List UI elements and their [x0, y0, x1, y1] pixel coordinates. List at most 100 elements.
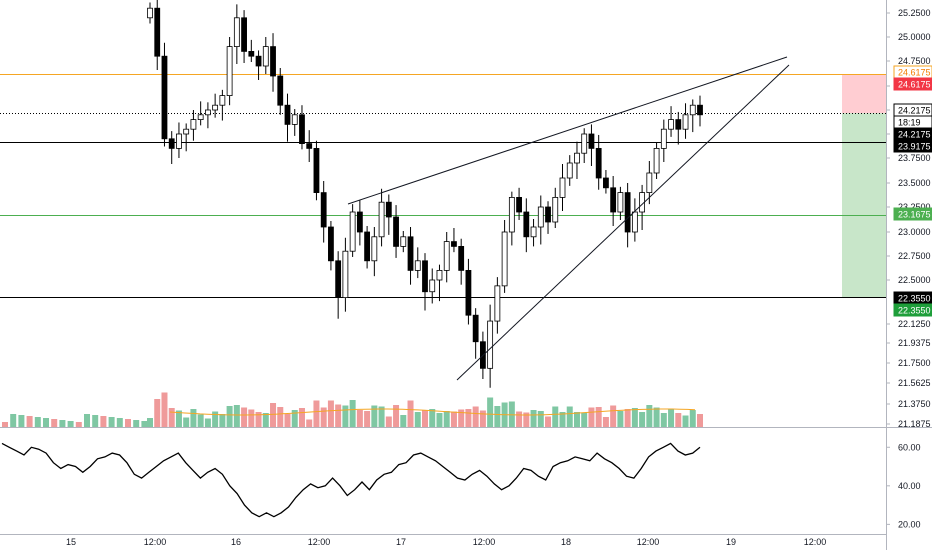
candle-body [574, 152, 580, 164]
volume-bar [255, 412, 262, 427]
volume-bar [190, 409, 197, 427]
candle-body [306, 143, 313, 149]
volume-bars [2, 392, 703, 427]
volume-bar [646, 405, 653, 427]
candle-body [262, 46, 269, 67]
candle-body [320, 192, 327, 228]
candle-body [212, 104, 219, 111]
candle-body [436, 269, 443, 281]
candle-body [407, 236, 414, 271]
price-tick-label: 25.0000 [898, 32, 931, 42]
candle-body [400, 236, 407, 247]
volume-bar [631, 408, 638, 427]
price-tick-label: 22.7500 [898, 251, 931, 261]
volume-bar [92, 415, 99, 427]
price-tick-label: 21.5625 [898, 378, 931, 388]
candle-body [530, 226, 537, 238]
volume-bar [18, 415, 25, 427]
volume-bar [26, 416, 33, 427]
volume-bar [422, 410, 428, 427]
candle-body [516, 196, 522, 213]
candle-body [371, 236, 378, 262]
volume-bar [141, 421, 148, 427]
volume-bar [327, 400, 334, 427]
candle-body [624, 192, 631, 233]
price-tick-label: 23.2500 [898, 202, 931, 212]
time-axis[interactable]: 15 12:00 16 12:00 17 12:00 18 12:00 19 12:00 [66, 537, 826, 547]
candle-body [183, 128, 190, 135]
time-tick-label: 18 [561, 537, 571, 547]
target-zone [842, 113, 886, 298]
volume-bar [566, 406, 573, 427]
volume-ma-line [169, 408, 696, 416]
candle-body [313, 147, 320, 193]
volume-bar [51, 419, 58, 427]
oscillator-pane [1, 442, 701, 518]
candle-body [168, 138, 175, 149]
volume-bar [320, 407, 327, 427]
candle-body [472, 314, 479, 343]
horizontal-lines[interactable] [0, 74, 886, 298]
time-tick-label: 17 [396, 537, 406, 547]
volume-bar [414, 412, 421, 427]
volume-bar [10, 414, 17, 427]
candle-body [552, 196, 559, 223]
time-tick-label: 19 [726, 537, 736, 547]
price-tick-label: 23.0000 [898, 227, 931, 237]
trendlines[interactable] [347, 56, 790, 381]
volume-bar [682, 415, 689, 427]
volume-bar [197, 414, 204, 427]
price-tick-label: 21.1875 [898, 419, 931, 429]
candle-body [393, 216, 399, 247]
price-tag [893, 207, 932, 221]
volume-bar [241, 407, 248, 427]
volume-bar [610, 405, 617, 427]
risk-reward-tool[interactable] [842, 74, 886, 298]
price-tick-label: 21.3750 [898, 399, 931, 409]
candle-body [342, 250, 349, 298]
candle-body [284, 104, 291, 125]
candle-body [545, 206, 551, 223]
candle-body [617, 192, 624, 213]
candle-body [349, 211, 356, 252]
volume-bar [262, 413, 269, 427]
candle-body [255, 55, 262, 67]
volume-bar [573, 412, 580, 427]
volume-bar [487, 397, 494, 427]
price-tick-label: 24.7500 [898, 56, 931, 66]
volume-bar [349, 400, 356, 427]
candle-body [610, 187, 617, 213]
price-tag-label: 23.9175 [898, 142, 931, 152]
volume-bar [59, 420, 66, 427]
volume-bar [306, 419, 313, 427]
volume-bar [364, 411, 371, 427]
volume-bar [443, 411, 450, 427]
trendline-upper [347, 56, 788, 205]
osc-tick-label: 20.00 [898, 519, 921, 529]
volume-bar [2, 422, 8, 427]
candle-body [241, 17, 247, 52]
candle-body [660, 128, 667, 149]
candle-body [233, 17, 240, 47]
volume-bar [407, 400, 414, 427]
price-tags: 24.6175 24.6175 24.2175 18:19 24.2175 23.9175… [893, 65, 932, 317]
candle-body [328, 226, 334, 262]
volume-bar [212, 411, 219, 427]
volume-bar [552, 406, 559, 427]
candle-body [299, 114, 305, 145]
volume-bar [108, 417, 115, 427]
volume-bar [371, 405, 378, 427]
candle-body [595, 147, 602, 179]
oscillator-line [1, 442, 701, 518]
volume-bar [479, 410, 486, 427]
price-tag [893, 77, 932, 91]
volume-bar [617, 411, 624, 427]
volume-bar [226, 406, 233, 427]
candle-body [487, 320, 494, 369]
price-tick-label: 22.1250 [898, 319, 931, 329]
volume-bar [675, 413, 682, 427]
volume-bar [537, 411, 544, 427]
volume-bar [653, 407, 660, 427]
volume-bar [84, 414, 90, 427]
